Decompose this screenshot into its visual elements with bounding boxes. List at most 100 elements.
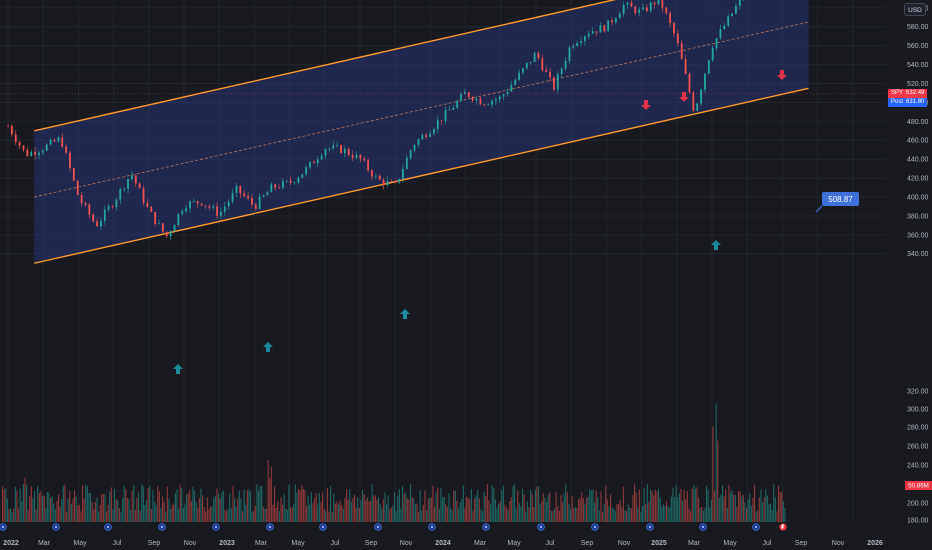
volume-bar — [419, 489, 421, 522]
candle-body — [212, 206, 215, 208]
candle-body — [676, 33, 679, 44]
event-marker-icon — [752, 523, 760, 531]
volume-bar — [501, 490, 503, 522]
volume-bar — [131, 490, 133, 522]
volume-bar — [154, 502, 156, 522]
volume-bar — [594, 502, 596, 522]
volume-bar — [208, 508, 210, 522]
volume-bar — [38, 493, 40, 522]
volume-bar — [368, 501, 370, 522]
time-tick-label: Mar — [255, 540, 268, 547]
volume-bar — [544, 497, 546, 522]
volume-bar — [59, 507, 61, 522]
volume-bar — [29, 495, 31, 522]
channel-label-box — [822, 192, 859, 206]
candle-body — [433, 129, 435, 134]
candle-body — [564, 60, 567, 69]
candle-body — [704, 73, 706, 90]
volume-bar — [744, 502, 746, 522]
candle-body — [235, 185, 238, 193]
volume-bar — [259, 486, 261, 522]
volume-bar — [50, 497, 52, 522]
up-arrow-icon — [711, 240, 721, 250]
candle-body — [371, 170, 373, 177]
volume-bar — [582, 497, 584, 522]
volume-bar — [626, 510, 628, 522]
volume-bar — [234, 498, 236, 522]
volume-bar — [114, 488, 116, 522]
volume-bar — [472, 511, 474, 522]
volume-bar — [282, 505, 284, 522]
candle-body — [142, 188, 145, 203]
time-axis[interactable]: 2022 Mar May Jul Sep Nov 2023 Mar May Jul Sep Nov 20… — [3, 540, 883, 547]
candle-body — [154, 211, 157, 224]
up-arrow-icon — [263, 342, 273, 352]
volume-bar — [723, 496, 725, 522]
volume-bar — [563, 493, 565, 522]
volume-bar — [219, 498, 221, 522]
event-marker-dot — [54, 525, 58, 529]
candle-body — [599, 25, 602, 33]
volume-bar — [445, 504, 447, 522]
candle-body — [165, 231, 168, 237]
volume-bar — [554, 508, 556, 522]
volume-bar — [608, 506, 610, 522]
volume-bar — [707, 489, 709, 522]
candle-body — [282, 181, 284, 188]
volume-bar — [690, 511, 692, 522]
volume-bar — [651, 491, 653, 522]
candle-body — [34, 151, 37, 155]
volume-bar — [331, 511, 333, 522]
volume-bar — [694, 488, 696, 522]
volume-bar — [757, 510, 759, 522]
currency-button[interactable]: USD — [904, 3, 926, 16]
volume-bar — [523, 494, 525, 522]
volume-bar — [768, 504, 770, 522]
candle-body — [76, 180, 79, 196]
candle-body — [591, 31, 594, 34]
volume-bar — [456, 500, 458, 522]
volume-bar — [443, 497, 445, 522]
volume-bar — [32, 497, 34, 522]
volume-bar — [691, 488, 693, 522]
time-tick-label: Sep — [148, 540, 161, 547]
candle-body — [115, 199, 118, 208]
volume-bar — [210, 506, 212, 522]
candle-body — [463, 92, 466, 95]
volume-bar — [590, 490, 592, 522]
time-tick-label: Nov — [400, 540, 413, 547]
candle-body — [38, 152, 40, 155]
volume-bar — [635, 492, 637, 522]
candle-body — [251, 198, 253, 205]
candle-body — [680, 43, 683, 60]
volume-bar — [624, 510, 626, 522]
volume-bar — [186, 494, 188, 522]
regression-channel[interactable]: 508.87 — [34, 0, 859, 264]
volume-bar — [115, 499, 117, 522]
volume-bar — [117, 500, 119, 522]
volume-bar — [530, 490, 532, 522]
volume-bar — [747, 499, 749, 522]
volume-bar — [35, 509, 37, 522]
channel-label-text: 508.87 — [828, 195, 853, 204]
candle-body — [715, 38, 718, 49]
volume-bar — [128, 499, 130, 522]
volume-bar — [717, 440, 719, 522]
candle-body — [568, 47, 571, 61]
candle-body — [603, 25, 606, 32]
volume-bar — [568, 504, 570, 522]
event-marker-dot — [484, 525, 488, 529]
event-markers[interactable] — [0, 523, 787, 531]
volume-bar — [370, 500, 372, 522]
down-arrow-icon — [641, 100, 651, 110]
candle-body — [494, 99, 497, 101]
volume-bar — [454, 490, 456, 522]
price-axis[interactable]: 700.00680.00660.00640.00600.00580.00560.… — [907, 0, 929, 258]
volume-bar — [48, 492, 50, 522]
volume-bar — [760, 489, 762, 522]
volume-tick-label: 260.00 — [907, 443, 929, 450]
volume-bar — [261, 485, 263, 522]
candle-body — [580, 41, 582, 44]
candle-body — [634, 6, 637, 14]
